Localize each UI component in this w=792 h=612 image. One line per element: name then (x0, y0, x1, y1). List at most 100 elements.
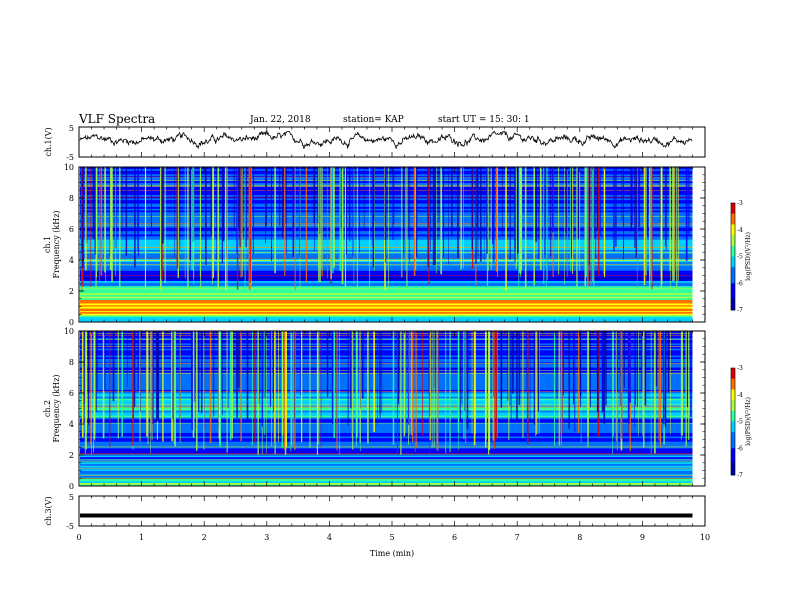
colorbar-segment (731, 455, 735, 458)
xtick-label: 1 (139, 533, 144, 542)
spectrogram-row (80, 218, 693, 221)
colorbar-segment (731, 392, 735, 396)
spectrogram-row (80, 242, 693, 245)
spectrogram-row (80, 341, 693, 344)
spectrogram-row (80, 232, 693, 235)
spectrogram-row (80, 417, 693, 420)
spectrogram-row (80, 386, 693, 389)
spectrogram-row (80, 343, 693, 346)
colorbar-segment (731, 224, 735, 227)
spectrogram-row (80, 370, 693, 373)
colorbar-segment (731, 385, 735, 389)
spectrogram-row (80, 353, 693, 356)
spectrogram-row (80, 411, 693, 415)
spectrogram-row (80, 349, 693, 353)
ch3-voltage-panel: 5 -5 ch.3(V) (44, 493, 706, 531)
spectrogram-row (80, 380, 693, 384)
spectrogram-ytick-label: 8 (69, 194, 74, 203)
spectrogram-row (80, 391, 693, 394)
colorbar-segment (731, 285, 735, 288)
spectrogram-row (80, 432, 693, 435)
spectrogram-row (80, 472, 693, 475)
colorbar-segment (731, 274, 735, 277)
spectrogram-row (80, 358, 693, 361)
spectrogram-row (80, 436, 693, 439)
spectrogram-row (80, 389, 693, 392)
colorbar-segment (731, 460, 735, 463)
colorbar-segment (731, 376, 735, 380)
ch1-colorbar: -3 -4 -5 -6 -7 log(PSD)(V²/Hz) (730, 200, 752, 314)
xtick-label: 4 (327, 533, 332, 542)
colorbar-label: log(PSD)(V²/Hz) (745, 232, 752, 281)
colorbar-tick-label: -3 (737, 200, 743, 207)
spectrogram-row (80, 374, 693, 377)
spectrogram-row (80, 446, 693, 449)
colorbar-segment (731, 380, 735, 383)
colorbar-segment (731, 409, 735, 412)
colorbar-segment (731, 297, 735, 300)
colorbar-segment (731, 432, 735, 435)
colorbar-segment (731, 270, 735, 273)
colorbar-frame (730, 202, 736, 311)
colorbar-segment (731, 446, 735, 449)
spectrogram-row (80, 463, 693, 466)
colorbar-segment (731, 378, 735, 381)
colorbar-segment (731, 444, 735, 447)
colorbar-segment (731, 206, 735, 209)
ch2-spectrogram-panel: 0 2 4 6 8 10 ch.2 Frequency (kHz) (43, 327, 706, 491)
spectrogram-row (80, 294, 693, 297)
spectrogram-row (80, 185, 693, 189)
spectrogram-row (80, 244, 693, 247)
spectrogram-row (80, 299, 693, 302)
spectrogram-row (80, 315, 693, 318)
date-label: Jan. 22, 2018 (250, 115, 311, 125)
spectrogram-row (80, 384, 693, 387)
colorbar-segment (731, 267, 735, 270)
spectrogram-row (80, 230, 693, 233)
colorbar-segment (731, 398, 735, 401)
colorbar-segment (731, 387, 735, 390)
spectrogram-row (80, 198, 693, 201)
spectrogram-row (80, 439, 693, 442)
colorbar-segment (731, 471, 735, 474)
spectrogram-row (80, 261, 693, 264)
colorbar-segment (731, 451, 735, 454)
colorbar-tick-label: -3 (737, 365, 743, 372)
spectrogram-row (80, 272, 693, 275)
colorbar-segment (731, 457, 735, 460)
colorbar-segment (731, 290, 735, 293)
spectrogram-row (80, 377, 693, 380)
spectrogram-row (80, 227, 693, 230)
spectrogram-row (80, 301, 693, 304)
colorbar-tick-label: -7 (737, 307, 743, 314)
colorbar-segment (731, 244, 735, 247)
spectrogram-ytick-label: 6 (69, 225, 74, 234)
spectrogram-row (80, 480, 693, 483)
colorbar-tick-label: -7 (737, 472, 743, 479)
spectrogram-row (80, 408, 693, 411)
colorbar-segment (731, 235, 735, 238)
xtick-label: 5 (389, 533, 394, 542)
colorbar-segment (731, 227, 735, 231)
spectrogram-row (80, 177, 693, 180)
spectrogram-row (80, 442, 693, 446)
colorbar-segment (731, 295, 735, 298)
spectrogram-row (80, 216, 693, 220)
colorbar-segment (731, 304, 735, 307)
spectrogram-row (80, 367, 693, 370)
colorbar-label: log(PSD)(V²/Hz) (745, 397, 752, 446)
ch1-voltage-line (79, 130, 693, 150)
spectrogram-row (80, 289, 693, 292)
spectrogram-row (80, 429, 693, 432)
spectrogram-row (80, 296, 693, 299)
spectrogram-row (80, 473, 693, 477)
spectrogram-row (80, 375, 693, 378)
spectrogram-row (80, 482, 693, 485)
spectrogram-row (80, 297, 693, 301)
colorbar-segment (731, 453, 735, 456)
colorbar-segment (731, 242, 735, 245)
spectrogram-row (80, 273, 693, 276)
spectrogram-row (80, 396, 693, 399)
colorbar-segment (731, 430, 735, 433)
spectrogram-row (80, 201, 693, 204)
